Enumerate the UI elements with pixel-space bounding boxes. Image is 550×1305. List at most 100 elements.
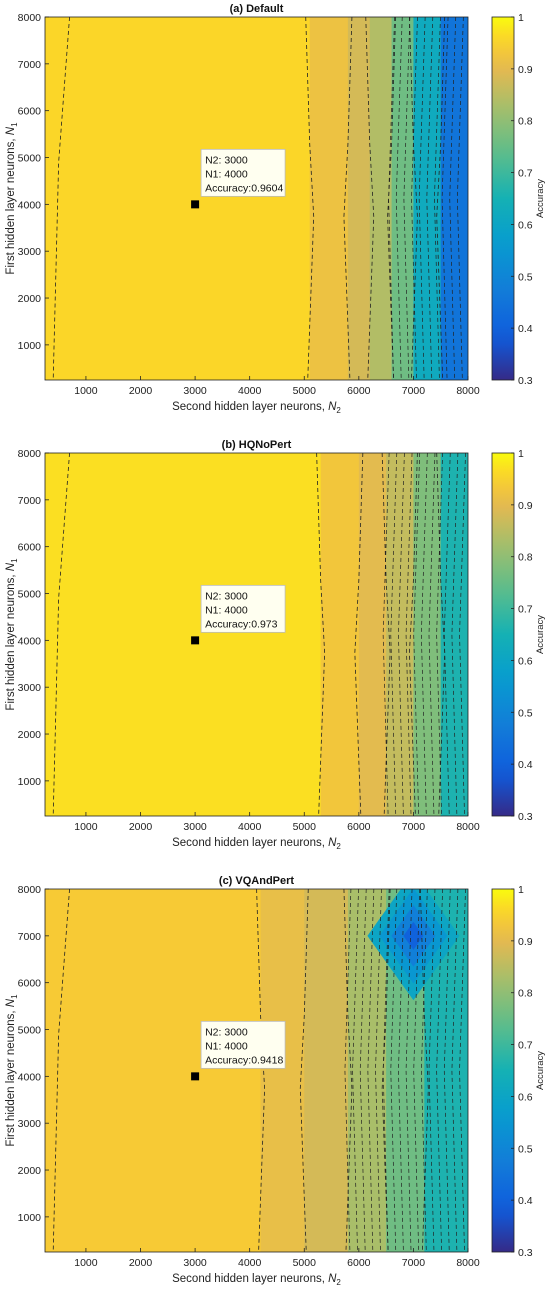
colorbar-tick-label: 0.4	[518, 323, 533, 335]
contour-line	[352, 889, 359, 1252]
colorbar	[491, 16, 515, 381]
chart-title: (c) VQAndPert	[219, 875, 295, 887]
y-tick-label: 3000	[18, 246, 42, 258]
colorbar-tick-label: 0.8	[518, 988, 533, 1000]
contour-line	[413, 889, 421, 1252]
x-tick-label: 8000	[456, 385, 480, 397]
colorbar-tick-label: 0.6	[518, 655, 533, 667]
colorbar-tick-label: 1	[518, 12, 524, 24]
contour-line	[381, 453, 391, 816]
contour-line	[426, 17, 434, 380]
colorbar-tick-label: 0.5	[518, 271, 533, 283]
datatip-text: N1: 4000	[205, 604, 248, 616]
y-tick-label: 2000	[18, 293, 42, 305]
colorbar-tick-label: 0.8	[518, 116, 533, 128]
y-tick-label: 6000	[18, 106, 42, 118]
contour-band	[440, 17, 468, 380]
axes-box	[44, 888, 469, 1253]
contour-band	[320, 453, 360, 816]
y-tick-label: 8000	[18, 12, 42, 24]
datatip-box	[200, 584, 286, 633]
contour-line	[420, 453, 428, 816]
y-tick-label: 7000	[18, 495, 42, 507]
colorbar-tick-label: 0.3	[518, 375, 533, 387]
y-tick-label: 4000	[18, 1071, 42, 1083]
y-tick-label: 1000	[18, 776, 42, 788]
contour-line	[428, 453, 436, 816]
chart-panel: (a) Default 1000 2000 3000 4000 5000 6000 7000 8…	[5, 3, 546, 415]
contour-line	[443, 889, 451, 1252]
axes-box	[44, 16, 469, 381]
x-tick-label: 2000	[129, 1257, 153, 1269]
colorbar	[491, 452, 515, 817]
x-tick-label: 4000	[238, 385, 262, 397]
datatip-marker	[191, 636, 200, 645]
x-axis-label: Second hidden layer neurons, N2	[172, 837, 341, 851]
contour-line	[457, 17, 464, 380]
contour-line	[381, 889, 391, 1252]
y-tick-label: 1000	[18, 1212, 42, 1224]
colorbar-label: Accuracy	[535, 179, 546, 218]
y-tick-label: 2000	[18, 1165, 42, 1177]
y-tick-label: 3000	[18, 1118, 42, 1130]
contour-band	[413, 17, 442, 380]
y-tick-label: 5000	[18, 589, 42, 601]
x-tick-label: 5000	[293, 1257, 317, 1269]
y-tick-label: 6000	[18, 978, 42, 990]
contour-line	[419, 889, 429, 1252]
contour-line	[441, 17, 449, 380]
colorbar-tick-label: 0.6	[518, 1091, 533, 1103]
y-tick-label: 1000	[18, 340, 42, 352]
contour-band	[309, 17, 349, 380]
contour-line	[52, 889, 70, 1252]
contour-line	[305, 17, 315, 380]
contour-line	[365, 17, 375, 380]
contour-line	[299, 889, 309, 1252]
colorbar	[491, 888, 515, 1253]
y-tick-label: 4000	[18, 199, 42, 211]
contour-line	[367, 889, 375, 1252]
colorbar-tick-label: 0.3	[518, 1247, 533, 1259]
y-axis-label: First hidden layer neurons, N1	[5, 558, 19, 711]
contour-line	[395, 17, 403, 380]
contour-hotspot	[403, 921, 424, 950]
x-tick-label: 6000	[347, 1257, 371, 1269]
contour-band	[347, 17, 371, 380]
contour-line	[413, 453, 421, 816]
contour-line	[343, 17, 353, 380]
contour-line	[382, 889, 390, 1252]
contour-line	[316, 453, 326, 816]
colorbar-label: Accuracy	[535, 1051, 546, 1090]
contour-line	[343, 889, 353, 1252]
datatip-text: N2: 3000	[205, 154, 248, 166]
x-axis-label: Second hidden layer neurons, N2	[172, 401, 341, 415]
contour-line	[390, 889, 398, 1252]
datatip-marker	[191, 200, 200, 209]
colorbar-tick-label: 0.5	[518, 1143, 533, 1155]
x-tick-label: 7000	[402, 821, 426, 833]
y-tick-label: 7000	[18, 59, 42, 71]
colorbar-tick-label: 0.9	[518, 64, 533, 76]
chart-title: (a) Default	[230, 3, 284, 15]
x-tick-label: 8000	[456, 1257, 480, 1269]
contour-line	[418, 17, 426, 380]
datatip-text: Accuracy:0.973	[205, 618, 278, 630]
contour-line	[411, 17, 418, 380]
contour-line	[451, 453, 459, 816]
y-tick-label: 8000	[18, 884, 42, 896]
contour-line	[436, 889, 443, 1252]
chart-panel: (c) VQAndPert 1000 2000 3000 4000 5000 6000 700…	[5, 875, 546, 1287]
colorbar-tick-label: 0.9	[518, 936, 533, 948]
colorbar-tick-label: 0.5	[518, 707, 533, 719]
contour-line	[398, 453, 405, 816]
y-tick-label: 4000	[18, 635, 42, 647]
x-tick-label: 3000	[183, 1257, 207, 1269]
x-tick-label: 3000	[183, 821, 207, 833]
contour-line	[436, 453, 443, 816]
x-tick-label: 4000	[238, 1257, 262, 1269]
datatip-box	[200, 148, 286, 197]
contour-band	[413, 453, 442, 816]
datatip-text: N1: 4000	[205, 1040, 248, 1052]
y-tick-label: 5000	[18, 1025, 42, 1037]
contour-line	[434, 17, 441, 380]
